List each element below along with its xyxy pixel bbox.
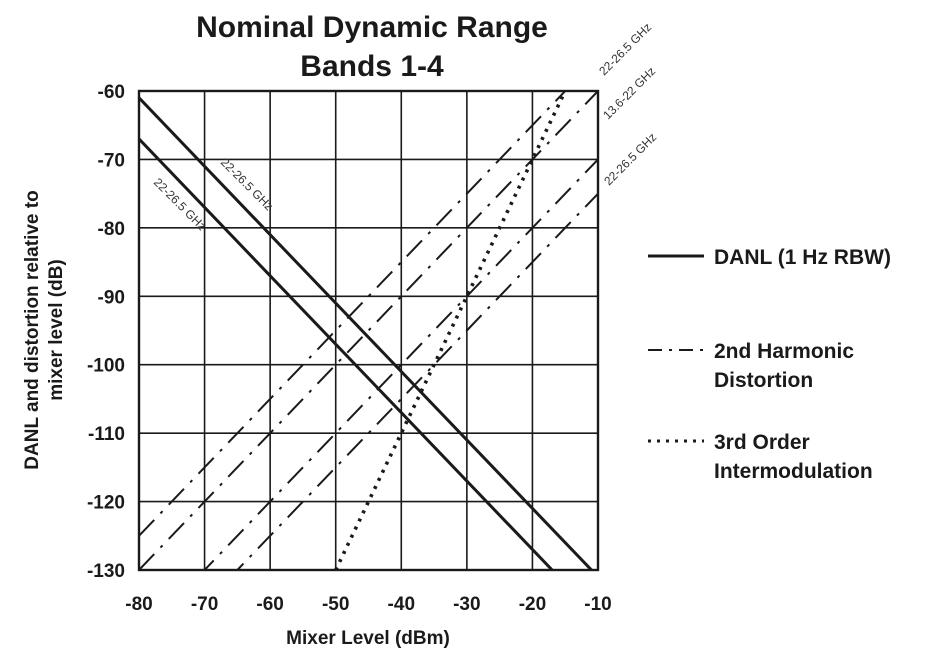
chart-title-line-2: Bands 1-4 xyxy=(300,50,444,83)
x-tick-label: -40 xyxy=(388,594,415,615)
y-axis-ticks: -60 -70 -80 -90 -100 -110 -120 -130 xyxy=(87,82,125,582)
series-annotation: 22-26.5 GHz xyxy=(601,130,659,188)
y-tick-label: -60 xyxy=(98,82,125,103)
series-line-dotted xyxy=(334,91,568,570)
legend-item-3rd-order: 3rd Order Intermodulation xyxy=(648,431,873,483)
legend-label-3rd-order-line-1: 3rd Order xyxy=(714,431,810,454)
x-tick-label: -20 xyxy=(519,594,546,615)
y-tick-label: -110 xyxy=(88,424,125,445)
x-axis-label: Mixer Level (dBm) xyxy=(286,628,450,649)
x-tick-label: -70 xyxy=(191,594,218,615)
legend-label-2nd-harmonic-line-1: 2nd Harmonic xyxy=(714,340,854,363)
legend-label-2nd-harmonic-line-2: Distortion xyxy=(714,369,813,392)
y-tick-label: -70 xyxy=(98,150,125,171)
y-axis-label: DANL and distortion relative to mixer le… xyxy=(22,190,67,469)
y-tick-label: -80 xyxy=(98,219,125,240)
plot-series xyxy=(139,91,598,570)
series-line-dashdot xyxy=(203,158,598,570)
x-tick-label: -10 xyxy=(584,594,611,615)
y-tick-label: -90 xyxy=(98,287,125,308)
x-tick-label: -50 xyxy=(322,594,349,615)
y-axis-label-line-1: DANL and distortion relative to xyxy=(22,190,43,469)
series-line-dashdot xyxy=(235,192,598,570)
chart-title-line-1: Nominal Dynamic Range xyxy=(196,11,548,44)
y-tick-label: -130 xyxy=(87,561,125,582)
x-tick-label: -80 xyxy=(125,594,152,615)
legend-item-danl: DANL (1 Hz RBW) xyxy=(648,246,891,269)
y-tick-label: -100 xyxy=(87,356,125,377)
series-line-solid xyxy=(139,137,555,570)
series-annotation: 22-26.5 GHz xyxy=(218,155,276,213)
series-line-solid xyxy=(139,96,594,570)
x-tick-label: -60 xyxy=(256,594,283,615)
legend: DANL (1 Hz RBW) 2nd Harmonic Distortion … xyxy=(648,246,891,483)
legend-label-danl: DANL (1 Hz RBW) xyxy=(714,246,891,269)
y-tick-label: -120 xyxy=(87,493,125,514)
x-axis-ticks: -80 -70 -60 -50 -40 -30 -20 -10 xyxy=(125,594,611,615)
y-axis-label-line-2: mixer level (dB) xyxy=(46,259,67,401)
plot-frame xyxy=(137,89,600,572)
legend-item-2nd-harmonic: 2nd Harmonic Distortion xyxy=(648,340,854,392)
x-tick-label: -30 xyxy=(453,594,480,615)
legend-label-3rd-order-line-2: Intermodulation xyxy=(714,460,873,483)
